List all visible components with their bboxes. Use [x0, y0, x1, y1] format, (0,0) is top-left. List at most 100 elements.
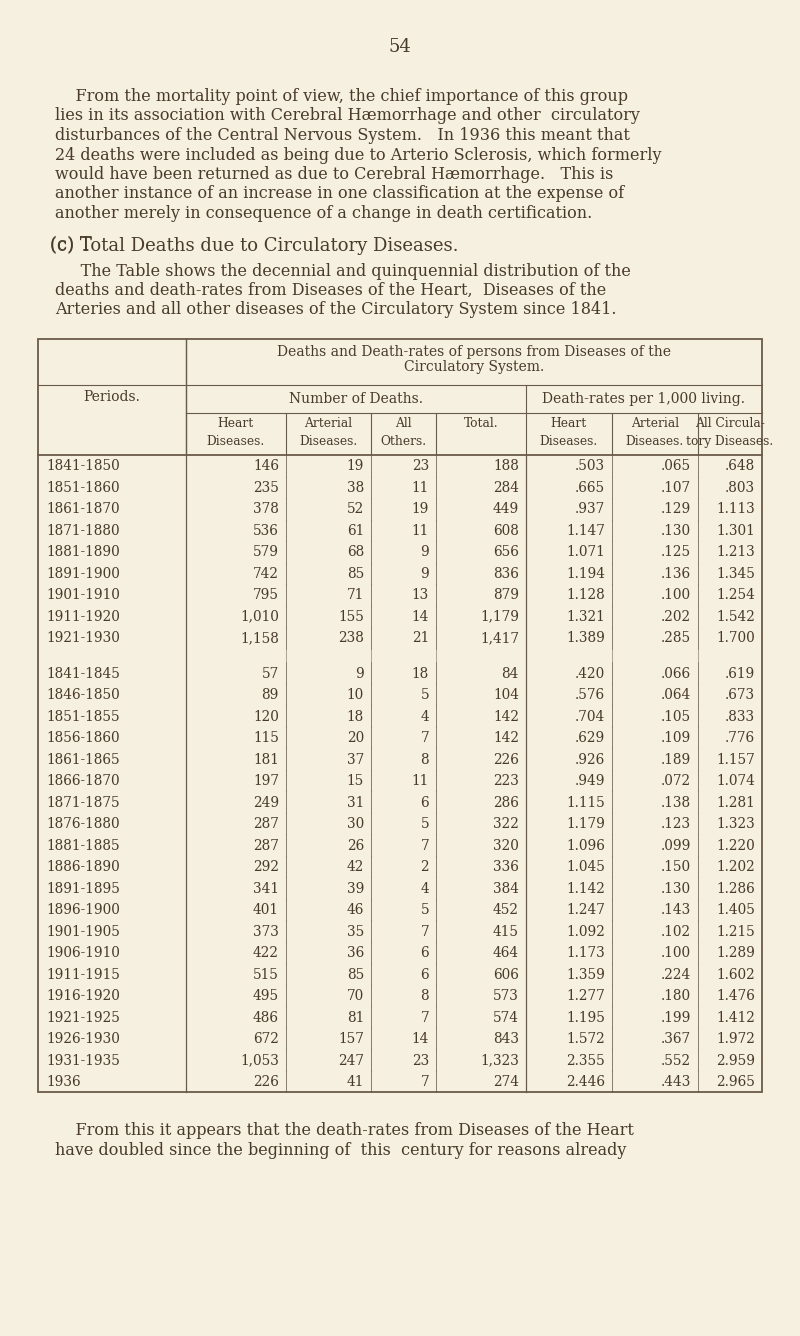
- Text: 24 deaths were included as being due to Arterio Sclerosis, which formerly: 24 deaths were included as being due to …: [55, 147, 662, 163]
- Text: .125: .125: [661, 545, 691, 560]
- Text: 486: 486: [253, 1010, 279, 1025]
- Text: From this it appears that the death-rates from Diseases of the Heart: From this it appears that the death-rate…: [55, 1122, 634, 1140]
- Text: 7: 7: [420, 1010, 429, 1025]
- Text: 19: 19: [412, 502, 429, 516]
- Text: .776: .776: [725, 731, 755, 745]
- Text: 39: 39: [346, 882, 364, 895]
- Text: 1.323: 1.323: [716, 818, 755, 831]
- Text: 235: 235: [253, 481, 279, 494]
- Text: 1.071: 1.071: [566, 545, 605, 560]
- Text: 46: 46: [346, 903, 364, 916]
- Text: .129: .129: [661, 502, 691, 516]
- Text: 341: 341: [253, 882, 279, 895]
- Text: 197: 197: [253, 774, 279, 788]
- Text: 54: 54: [389, 37, 411, 56]
- Text: 21: 21: [412, 631, 429, 645]
- Text: 68: 68: [346, 545, 364, 560]
- Text: 1.345: 1.345: [716, 566, 755, 581]
- Text: 1.202: 1.202: [716, 860, 755, 874]
- Text: 415: 415: [493, 925, 519, 939]
- Text: (c) T: (c) T: [50, 236, 92, 254]
- Text: deaths and death-rates from Diseases of the Heart,  Diseases of the: deaths and death-rates from Diseases of …: [55, 282, 606, 299]
- Text: 9: 9: [355, 667, 364, 680]
- Text: .099: .099: [661, 839, 691, 852]
- Text: 9: 9: [420, 566, 429, 581]
- Text: 1,010: 1,010: [240, 609, 279, 624]
- Text: 8: 8: [420, 989, 429, 1003]
- Text: 1,323: 1,323: [480, 1054, 519, 1067]
- Text: 1,053: 1,053: [240, 1054, 279, 1067]
- Text: 401: 401: [253, 903, 279, 916]
- Text: .420: .420: [574, 667, 605, 680]
- Text: 1.277: 1.277: [566, 989, 605, 1003]
- Text: 292: 292: [253, 860, 279, 874]
- Text: 247: 247: [338, 1054, 364, 1067]
- Text: 31: 31: [346, 796, 364, 810]
- Text: 1881-1890: 1881-1890: [46, 545, 120, 560]
- Text: 1866-1870: 1866-1870: [46, 774, 120, 788]
- Text: 35: 35: [346, 925, 364, 939]
- Text: 1871-1875: 1871-1875: [46, 796, 120, 810]
- Text: 843: 843: [493, 1033, 519, 1046]
- Text: 452: 452: [493, 903, 519, 916]
- Text: .619: .619: [725, 667, 755, 680]
- Text: 42: 42: [346, 860, 364, 874]
- Text: 14: 14: [412, 1033, 429, 1046]
- Text: .285: .285: [661, 631, 691, 645]
- Text: 5: 5: [420, 818, 429, 831]
- Text: 672: 672: [253, 1033, 279, 1046]
- Text: 23: 23: [412, 460, 429, 473]
- Text: 1876-1880: 1876-1880: [46, 818, 120, 831]
- Text: 1911-1915: 1911-1915: [46, 967, 120, 982]
- Text: Heart
Diseases.: Heart Diseases.: [207, 417, 265, 448]
- Text: 1.412: 1.412: [716, 1010, 755, 1025]
- Text: 1926-1930: 1926-1930: [46, 1033, 120, 1046]
- Text: 608: 608: [493, 524, 519, 537]
- Text: All Circula-
tory Diseases.: All Circula- tory Diseases.: [686, 417, 774, 448]
- Text: disturbances of the Central Nervous System.   In 1936 this meant that: disturbances of the Central Nervous Syst…: [55, 127, 630, 144]
- Text: 1.092: 1.092: [566, 925, 605, 939]
- Text: 249: 249: [253, 796, 279, 810]
- Text: 1891-1895: 1891-1895: [46, 882, 120, 895]
- Text: 1896-1900: 1896-1900: [46, 903, 120, 916]
- Text: 4: 4: [420, 709, 429, 724]
- Text: 36: 36: [346, 946, 364, 961]
- Text: 30: 30: [346, 818, 364, 831]
- Text: 4: 4: [420, 882, 429, 895]
- Text: 320: 320: [493, 839, 519, 852]
- Text: 1.359: 1.359: [566, 967, 605, 982]
- Text: 1.602: 1.602: [716, 967, 755, 982]
- Text: .100: .100: [661, 588, 691, 603]
- Text: 287: 287: [253, 839, 279, 852]
- Text: .648: .648: [725, 460, 755, 473]
- Text: 656: 656: [493, 545, 519, 560]
- Text: 1.220: 1.220: [716, 839, 755, 852]
- Text: 223: 223: [493, 774, 519, 788]
- Text: 5: 5: [420, 688, 429, 703]
- Text: 606: 606: [493, 967, 519, 982]
- Text: 1.074: 1.074: [716, 774, 755, 788]
- Text: 1,417: 1,417: [480, 631, 519, 645]
- Text: 1.247: 1.247: [566, 903, 605, 916]
- Text: 1901-1910: 1901-1910: [46, 588, 120, 603]
- Text: 2.446: 2.446: [566, 1075, 605, 1089]
- Text: .136: .136: [661, 566, 691, 581]
- Text: 1851-1855: 1851-1855: [46, 709, 120, 724]
- Text: .224: .224: [661, 967, 691, 982]
- Text: 226: 226: [253, 1075, 279, 1089]
- Text: .629: .629: [574, 731, 605, 745]
- Text: 20: 20: [346, 731, 364, 745]
- Text: 7: 7: [420, 731, 429, 745]
- Text: The Table shows the decennial and quinquennial distribution of the: The Table shows the decennial and quinqu…: [55, 262, 631, 279]
- Text: 18: 18: [412, 667, 429, 680]
- Text: .503: .503: [575, 460, 605, 473]
- Text: 384: 384: [493, 882, 519, 895]
- Text: 15: 15: [346, 774, 364, 788]
- Text: 284: 284: [493, 481, 519, 494]
- Text: 373: 373: [253, 925, 279, 939]
- Text: 57: 57: [262, 667, 279, 680]
- Text: .949: .949: [574, 774, 605, 788]
- Text: .130: .130: [661, 882, 691, 895]
- Text: 1931-1935: 1931-1935: [46, 1054, 120, 1067]
- Text: 1891-1900: 1891-1900: [46, 566, 120, 581]
